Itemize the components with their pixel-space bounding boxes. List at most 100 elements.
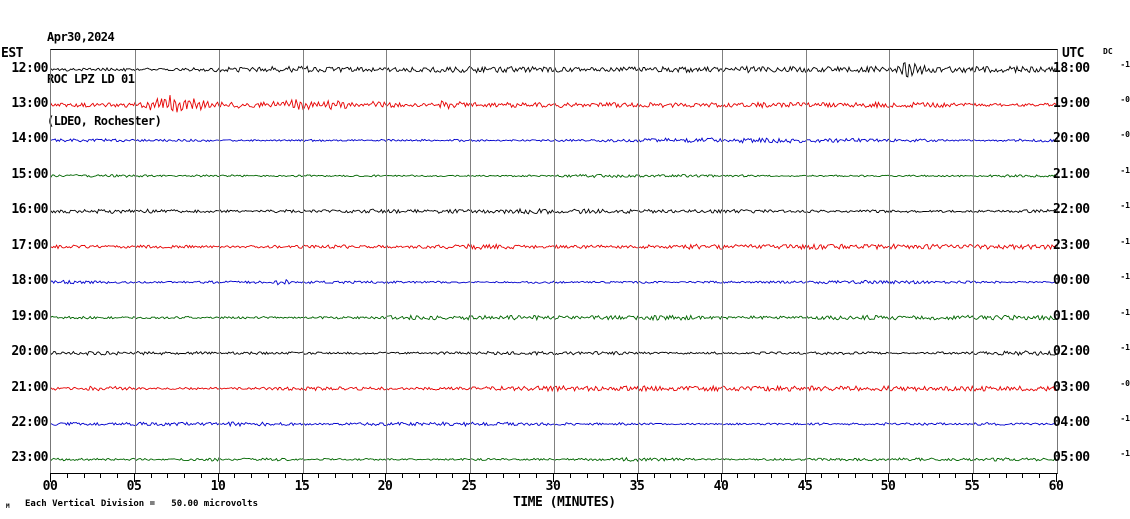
grid-line-min-5	[135, 50, 136, 473]
x-axis-tick	[50, 473, 51, 482]
dc-offset-value: -0	[1120, 95, 1130, 104]
x-axis-tick	[855, 473, 856, 478]
x-axis-tick	[838, 473, 839, 478]
utc-time-label: 05:00	[1053, 450, 1090, 465]
x-tick-label: 20	[377, 479, 393, 494]
waveform-traces	[51, 62, 1057, 462]
dc-offset-value: -1	[1120, 166, 1130, 175]
dc-offset-value: -1	[1120, 449, 1130, 458]
x-axis-tick	[821, 473, 822, 478]
x-axis-tick	[771, 473, 772, 478]
est-time-label: 13:00	[11, 96, 48, 111]
utc-time-label: 19:00	[1053, 96, 1090, 111]
trace-row-1500	[51, 173, 1057, 179]
trace-row-2300	[51, 456, 1057, 462]
grid-line-min-40	[722, 50, 723, 473]
x-axis-tick	[134, 473, 135, 482]
x-tick-label: 40	[713, 479, 729, 494]
x-axis-tick	[519, 473, 520, 478]
trace-row-2200	[51, 421, 1057, 428]
x-axis-tick	[1039, 473, 1040, 478]
x-axis-tick	[737, 473, 738, 478]
left-timezone-header: EST	[1, 46, 23, 61]
grid-line-min-45	[806, 50, 807, 473]
x-axis-tick	[670, 473, 671, 478]
x-axis-tick	[922, 473, 923, 478]
x-axis-tick	[486, 473, 487, 478]
header-station-location: (LDEO, Rochester)	[47, 114, 162, 128]
grid-line-min-25	[470, 50, 471, 473]
trace-row-1300	[51, 94, 1057, 113]
x-axis-tick	[100, 473, 101, 478]
trace-row-2000	[51, 350, 1057, 357]
est-time-label: 12:00	[11, 61, 48, 76]
x-axis-tick	[536, 473, 537, 478]
est-time-label: 20:00	[11, 344, 48, 359]
est-time-label: 15:00	[11, 167, 48, 182]
trace-row-1400	[51, 136, 1057, 144]
x-axis-tick	[905, 473, 906, 478]
utc-time-label: 18:00	[1053, 61, 1090, 76]
est-time-label: 23:00	[11, 450, 48, 465]
x-axis-tick	[419, 473, 420, 478]
grid-line-min-20	[386, 50, 387, 473]
dc-offset-value: -0	[1120, 379, 1130, 388]
utc-time-label: 02:00	[1053, 344, 1090, 359]
vertical-scale-note: Each Vertical Division = 50.00 microvolt…	[25, 499, 258, 509]
trace-row-1600	[51, 207, 1057, 215]
utc-time-label: 20:00	[1053, 131, 1090, 146]
utc-time-label: 23:00	[1053, 238, 1090, 253]
x-axis-tick	[620, 473, 621, 478]
x-axis-tick	[234, 473, 235, 478]
utc-time-label: 04:00	[1053, 415, 1090, 430]
dc-column-header: DC	[1103, 47, 1113, 56]
x-axis-tick	[1056, 473, 1057, 482]
watermark-glyph: M	[6, 503, 10, 510]
header-station-code: ROC LPZ LD 01	[47, 72, 135, 86]
x-tick-label: 00	[42, 479, 58, 494]
x-axis-tick	[436, 473, 437, 478]
x-axis-tick	[1006, 473, 1007, 478]
x-axis-tick	[385, 473, 386, 482]
x-axis-tick	[721, 473, 722, 482]
x-axis-tick	[268, 473, 269, 478]
x-axis-tick	[151, 473, 152, 478]
x-axis-tick	[972, 473, 973, 482]
right-timezone-header: UTC	[1062, 46, 1084, 61]
utc-time-label: 01:00	[1053, 309, 1090, 324]
header-block: Apr30,2024 ROC LPZ LD 01 (LDEO, Rocheste…	[47, 2, 162, 142]
x-tick-label: 60	[1048, 479, 1064, 494]
x-axis-tick	[201, 473, 202, 478]
est-time-label: 16:00	[11, 202, 48, 217]
grid-line-min-35	[638, 50, 639, 473]
x-tick-label: 10	[210, 479, 226, 494]
dc-offset-value: -0	[1120, 130, 1130, 139]
x-axis-tick	[352, 473, 353, 478]
x-tick-label: 50	[880, 479, 896, 494]
x-axis-tick	[184, 473, 185, 478]
seismogram-plot-area	[50, 49, 1058, 474]
x-axis-tick	[167, 473, 168, 478]
x-axis-tick	[637, 473, 638, 482]
x-tick-label: 35	[629, 479, 645, 494]
x-axis-tick	[369, 473, 370, 478]
x-axis-tick	[553, 473, 554, 482]
est-time-label: 22:00	[11, 415, 48, 430]
x-axis-tick	[888, 473, 889, 482]
x-tick-label: 15	[294, 479, 310, 494]
dc-offset-value: -1	[1120, 201, 1130, 210]
est-time-label: 14:00	[11, 131, 48, 146]
x-axis-tick	[318, 473, 319, 478]
est-time-label: 18:00	[11, 273, 48, 288]
dc-offset-value: -1	[1120, 272, 1130, 281]
trace-row-1800	[51, 278, 1057, 286]
x-axis-tick	[788, 473, 789, 478]
dc-offset-value: -1	[1120, 237, 1130, 246]
x-tick-label: 05	[126, 479, 142, 494]
dc-offset-value: -1	[1120, 343, 1130, 352]
x-axis-tick	[452, 473, 453, 478]
x-tick-label: 55	[964, 479, 980, 494]
grid-line-min-30	[554, 50, 555, 473]
x-tick-label: 25	[461, 479, 477, 494]
x-axis-tick	[67, 473, 68, 478]
